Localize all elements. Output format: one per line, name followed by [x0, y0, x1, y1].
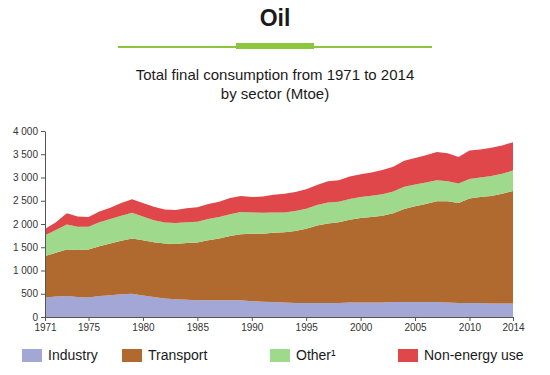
legend-swatch	[122, 349, 142, 362]
y-tick-mark	[41, 247, 45, 248]
x-tick-mark	[361, 317, 362, 321]
subtitle: by sector (Mtoe)	[221, 85, 329, 102]
legend-item: Industry	[22, 347, 98, 363]
y-tick-label: 3 000	[13, 172, 38, 183]
x-tick: 2000	[350, 317, 373, 333]
x-tick-label: 1975	[78, 322, 101, 333]
y-tick-mark	[41, 154, 45, 155]
x-tick: 1995	[296, 317, 319, 333]
x-tick: 2010	[459, 317, 482, 333]
x-tick: 1985	[187, 317, 210, 333]
x-tick-label: 1980	[132, 322, 155, 333]
x-tick-mark	[252, 317, 253, 321]
area-series	[45, 142, 513, 235]
y-tick: 3 000	[13, 172, 45, 183]
y-tick: 1 000	[13, 265, 45, 276]
y-tick-label: 2 000	[13, 219, 38, 230]
x-tick-mark	[197, 317, 198, 321]
y-axis: 0 500 1 000 1 500 2 000 2 500 3 000 3 500 4 000	[13, 126, 46, 323]
y-tick-label: 0	[32, 312, 38, 323]
legend-item: Transport	[122, 347, 208, 363]
y-tick: 1 500	[13, 242, 45, 253]
y-tick: 2 000	[13, 219, 45, 230]
x-tick: 1971	[34, 317, 57, 333]
x-tick-mark	[143, 317, 144, 321]
x-tick-mark	[89, 317, 90, 321]
y-tick-label: 1 000	[13, 265, 38, 276]
x-tick-label: 2014	[502, 322, 525, 333]
y-tick-mark	[41, 178, 45, 179]
x-tick-label: 2010	[459, 322, 482, 333]
y-tick-mark	[41, 294, 45, 295]
y-tick-label: 2 500	[13, 195, 38, 206]
x-tick-label: 1990	[241, 322, 264, 333]
legend-item: Other¹	[270, 347, 336, 363]
x-tick-label: 2000	[350, 322, 373, 333]
y-tick-label: 1 500	[13, 242, 38, 253]
x-axis: 1971 1975 1980 1985 1990 1995 2000 2005 2010 2014	[34, 317, 525, 333]
y-tick-label: 3 500	[13, 149, 38, 160]
legend-item: Non-energy use	[398, 347, 524, 363]
y-tick: 4 000	[13, 126, 45, 137]
legend-swatch	[22, 349, 42, 362]
x-tick: 1980	[132, 317, 155, 333]
y-tick-mark	[41, 271, 45, 272]
x-tick-label: 1985	[187, 322, 210, 333]
y-tick: 0	[32, 312, 45, 323]
y-tick-label: 500	[21, 288, 38, 299]
chart: Oil Total final consumption from 1971 to …	[0, 0, 550, 375]
legend-swatch	[270, 349, 290, 362]
legend-label: Transport	[148, 347, 208, 363]
y-tick-mark	[41, 131, 45, 132]
x-tick-mark	[45, 317, 46, 321]
plot-area	[45, 142, 513, 317]
x-axis-line	[46, 317, 514, 318]
x-tick-mark	[513, 317, 514, 321]
title-rule-accent	[236, 43, 314, 49]
x-tick-label: 1995	[296, 322, 319, 333]
x-tick-mark	[415, 317, 416, 321]
y-axis-line	[45, 132, 46, 318]
legend-label: Other¹	[296, 347, 336, 363]
x-tick: 2005	[404, 317, 427, 333]
x-tick: 1990	[241, 317, 264, 333]
legend-label: Non-energy use	[424, 347, 524, 363]
y-tick-mark	[41, 224, 45, 225]
y-tick: 2 500	[13, 195, 45, 206]
x-tick-mark	[469, 317, 470, 321]
legend-swatch	[398, 349, 418, 362]
y-tick-label: 4 000	[13, 126, 38, 137]
x-tick: 1975	[78, 317, 101, 333]
x-tick-mark	[306, 317, 307, 321]
y-tick: 3 500	[13, 149, 45, 160]
title: Oil	[260, 5, 291, 31]
y-tick-mark	[41, 201, 45, 202]
x-tick-label: 2005	[404, 322, 427, 333]
y-tick-mark	[41, 317, 45, 318]
subtitle: Total final consumption from 1971 to 201…	[136, 66, 415, 83]
x-tick: 2014	[502, 317, 525, 333]
legend: Industry Transport Other¹ Non-energy use	[22, 347, 524, 363]
y-tick: 500	[21, 288, 45, 299]
x-tick-label: 1971	[34, 322, 57, 333]
legend-label: Industry	[48, 347, 98, 363]
